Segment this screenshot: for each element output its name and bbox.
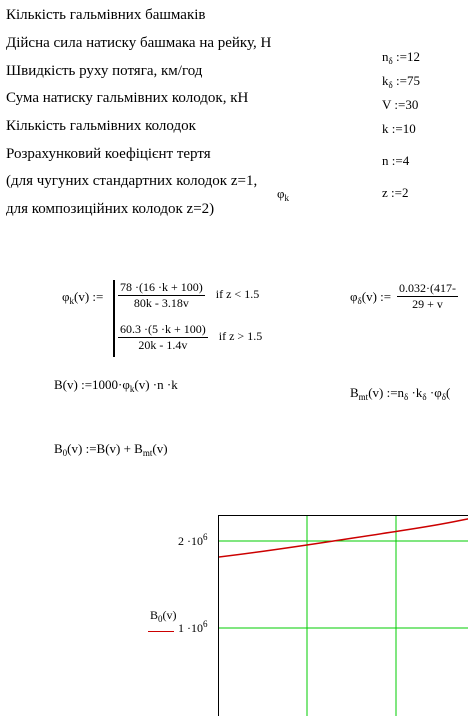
formula-phi-delta-lhs[interactable]: φδ(v) := — [350, 289, 392, 306]
formula-b-mt[interactable]: Bmt(v) :=nδ ·kδ ·φδ( — [350, 385, 451, 401]
legend-line-swatch — [148, 631, 174, 632]
y-tick-label-2e6: 2 ·106 — [178, 532, 208, 549]
desc-shoe-force: Дійсна сила натиску башмака на рейку, Н — [6, 35, 272, 51]
param-k[interactable]: k :=10 — [382, 121, 416, 136]
formula-b0[interactable]: B0(v) :=B(v) + Bmt(v) — [54, 441, 168, 458]
case2-numerator: 60.3 ·(5 ·k + 100) — [118, 322, 208, 338]
desc-note-cast-iron: (для чугуних стандартних колодок z=1, — [6, 173, 258, 189]
param-k-delta[interactable]: kδ :=75 — [382, 73, 420, 90]
y-tick-label-1e6: 1 ·106 — [178, 619, 208, 636]
formula-b[interactable]: B(v) :=1000·φk(v) ·n ·k — [54, 377, 178, 394]
case2-denominator: 20k - 1.4v — [138, 338, 188, 352]
desc-note-composite: для композиційних колодок z=2) — [6, 201, 215, 217]
legend-label: B0(v) — [150, 608, 177, 624]
phi-delta-denominator: 29 + v — [412, 297, 443, 311]
plot-svg — [219, 516, 468, 716]
b0-curve — [219, 518, 468, 558]
desc-speed: Швидкість руху потяга, км/год — [6, 63, 203, 79]
param-z[interactable]: z :=2 — [382, 185, 409, 200]
desc-friction-coefficient: Розрахунковий коефіцієнт тертя — [6, 146, 211, 162]
phi-delta-numerator: 0.032·(417- — [397, 281, 458, 297]
param-v[interactable]: V :=30 — [382, 97, 419, 112]
formula-phi-delta-rhs[interactable]: 0.032·(417- 29 + v — [397, 281, 468, 312]
desc-pad-count: Кількість гальмівних колодок — [6, 118, 196, 134]
desc-shoe-count: Кількість гальмівних башмаків — [6, 7, 206, 23]
case1-denominator: 80k - 3.18v — [133, 296, 189, 310]
plot-area[interactable] — [218, 515, 468, 716]
formula-phi-k-case2[interactable]: 60.3 ·(5 ·k + 100) 20k - 1.4v if z > 1.5 — [118, 322, 262, 353]
param-n[interactable]: n :=4 — [382, 153, 410, 168]
param-n-delta[interactable]: nδ :=12 — [382, 49, 420, 66]
case1-numerator: 78 ·(16 ·k + 100) — [118, 280, 205, 296]
case1-condition: if z < 1.5 — [215, 287, 260, 302]
phi-k-label[interactable]: φk — [277, 186, 290, 203]
case2-condition: if z > 1.5 — [218, 329, 263, 344]
desc-pad-pressure-sum: Сума натиску гальмівних колодок, кН — [6, 90, 249, 106]
formula-phi-k-case1[interactable]: 78 ·(16 ·k + 100) 80k - 3.18v if z < 1.5 — [118, 280, 259, 311]
piecewise-brace — [113, 280, 115, 357]
formula-phi-k-lhs[interactable]: φk(v) := — [62, 289, 104, 306]
